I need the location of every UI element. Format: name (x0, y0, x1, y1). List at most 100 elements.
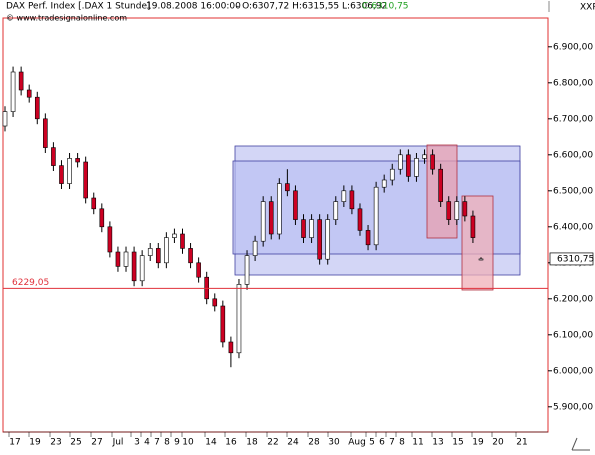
y-tick-label: 6.200,00 (553, 294, 593, 304)
candle-body (236, 284, 242, 354)
candle-body (188, 248, 193, 264)
candle-body (75, 158, 80, 163)
x-tick-label: 14 (205, 438, 217, 448)
x-tick-label: 30 (328, 438, 340, 448)
x-tick-label: Aug (348, 438, 366, 448)
x-tick-label: 17 (9, 438, 20, 448)
candle-body (91, 197, 97, 210)
x-tick-label: 18 (246, 438, 258, 448)
candle-body (333, 201, 339, 220)
candle-body (180, 233, 185, 249)
candle-body (123, 251, 129, 267)
x-tick-label: 28 (308, 438, 320, 448)
candle-body (83, 161, 88, 199)
x-tick-label: 7 (154, 438, 160, 448)
highlight-box (461, 195, 494, 291)
candle-body (244, 255, 250, 285)
candle-body (59, 165, 64, 184)
candle-body (212, 298, 218, 307)
y-tick-label: 6.700,00 (553, 114, 593, 124)
x-tick-label: 11 (412, 438, 423, 448)
candle-body (131, 251, 137, 282)
candle-body (164, 237, 169, 264)
candle-body (414, 158, 419, 177)
x-tick-label: 22 (267, 438, 278, 448)
x-tick-label: 25 (70, 438, 81, 448)
header-instrument: DAX Perf. Index [.DAX 1 Stunde] (6, 2, 151, 12)
candle-body (228, 341, 234, 354)
candle-body (470, 215, 476, 238)
candle-body (301, 219, 306, 238)
candle-body (317, 219, 322, 260)
x-tick-label: Jul (112, 438, 124, 448)
candle-body (373, 186, 379, 246)
candle-body (67, 158, 72, 184)
y-tick-label: 6.100,00 (553, 330, 593, 340)
support-label: 6229,05 (12, 278, 49, 288)
candle-body (446, 201, 452, 220)
candle-body (18, 71, 24, 91)
x-tick-label: 20 (492, 438, 504, 448)
candle-body (268, 201, 274, 235)
last-price-box (549, 252, 594, 266)
candle-body (398, 154, 403, 170)
candle-body (277, 183, 282, 235)
x-tick-label: 27 (91, 438, 102, 448)
candle-body (260, 201, 266, 242)
x-tick-label: 19 (29, 438, 41, 448)
x-tick-label: 10 (182, 438, 194, 448)
candle-body (406, 154, 411, 177)
header-ohlc: - O:6307,72 H:6315,55 L:6306,92 (236, 2, 387, 12)
candle-body (293, 190, 298, 220)
header-close: C:6310,75 (362, 2, 409, 12)
candle-body (51, 147, 56, 166)
candle-body (349, 190, 355, 210)
candle-body (357, 208, 363, 231)
candle-body (155, 248, 161, 264)
y-tick-label: 6.000,00 (553, 366, 593, 376)
candle-body (43, 118, 48, 148)
x-tick-label: 15 (452, 438, 463, 448)
x-tick-label: 6 (379, 438, 385, 448)
x-tick-label: 23 (50, 438, 61, 448)
candle-body (34, 96, 40, 120)
candle-body (26, 89, 32, 98)
candle-body (365, 230, 371, 246)
candle-body (172, 233, 177, 238)
candle-body (341, 190, 347, 202)
y-tick-label: 6.800,00 (553, 78, 593, 88)
candle-body (462, 201, 468, 217)
copyright: © www.tradesignalonline.com (6, 14, 127, 23)
x-tick-label: 13 (432, 438, 443, 448)
candle-body (454, 201, 460, 220)
candle-body (2, 111, 8, 127)
candle-body (147, 248, 153, 256)
candle-body (285, 183, 290, 192)
corner-label: XXP (580, 3, 595, 13)
x-tick-label: 24 (287, 438, 299, 448)
candle-body (252, 240, 258, 256)
header-timestamp: 19.08.2008 16:00:00 (146, 2, 241, 12)
y-tick-label: 6.600,00 (553, 150, 593, 160)
candle-body (325, 219, 331, 260)
candle-body (438, 168, 443, 202)
candle-body (381, 179, 387, 188)
candle-body (99, 208, 105, 228)
candle-body (422, 154, 427, 159)
x-tick-label: 8 (164, 438, 170, 448)
x-tick-label: 8 (399, 438, 405, 448)
y-tick-label: 6.500,00 (553, 186, 593, 196)
y-tick-label: 6.900,00 (553, 42, 593, 52)
x-tick-label: 5 (369, 438, 375, 448)
candle-body (478, 258, 484, 261)
x-tick-label: 16 (225, 438, 237, 448)
x-tick-label: 19 (472, 438, 484, 448)
x-tick-label: 21 (516, 438, 527, 448)
candles (2, 66, 484, 368)
x-tick-label: 4 (144, 438, 150, 448)
candle-body (220, 305, 226, 343)
candle-body (10, 71, 16, 112)
y-tick-label: 6.400,00 (553, 222, 593, 232)
